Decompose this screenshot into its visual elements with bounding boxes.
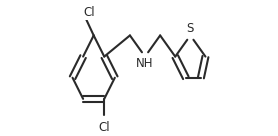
Text: Cl: Cl (98, 121, 110, 134)
Text: NH: NH (136, 57, 154, 70)
Text: S: S (187, 22, 194, 35)
Text: Cl: Cl (84, 6, 96, 19)
